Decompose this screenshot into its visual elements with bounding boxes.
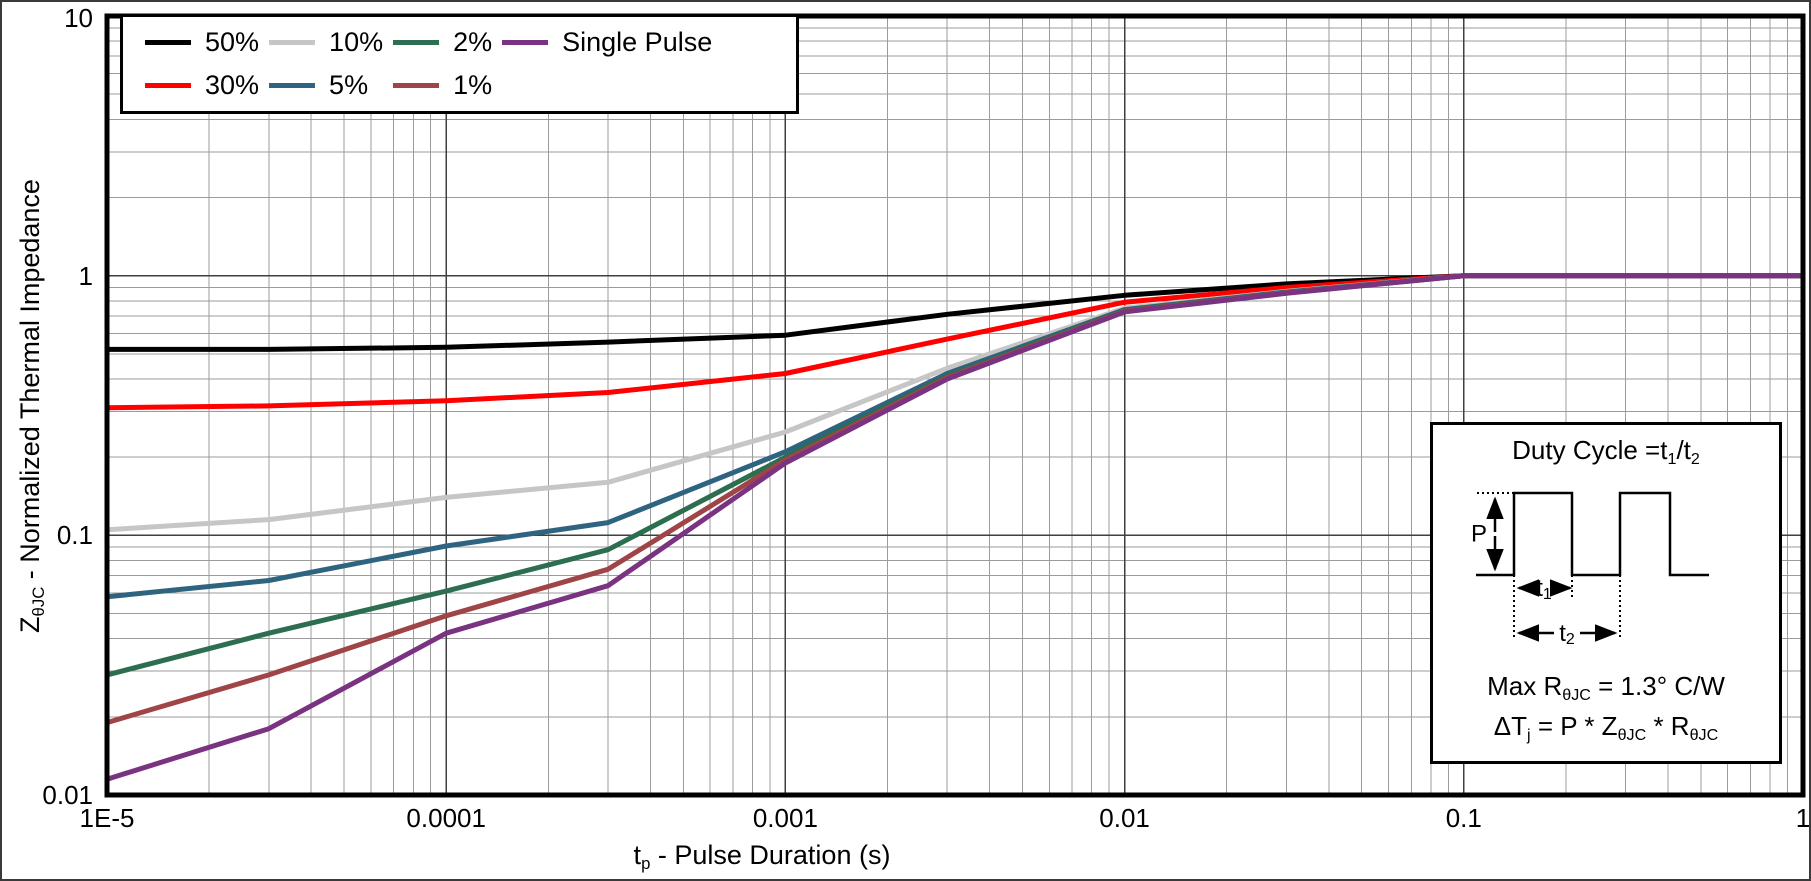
text-run: /t	[1676, 435, 1691, 465]
pulse-train-path	[1476, 491, 1709, 577]
text-run: = P * Z	[1530, 711, 1618, 741]
max-rthjc-formula: Max RθJC = 1.3° C/W	[1433, 671, 1779, 705]
text-run: - Pulse Duration (s)	[650, 840, 891, 870]
legend-line-swatch-sp	[502, 40, 549, 45]
x-tick-label-1E-5: 1E-5	[79, 803, 135, 833]
duty-cycle-inset: Duty Cycle =t1/t2 P t1	[1430, 422, 1782, 764]
pulse-waveform-diagram: P t1 t2	[1471, 491, 1709, 648]
y-axis-title: ZθJC - Normalized Thermal Impedance	[15, 146, 49, 666]
text-run: * R	[1646, 711, 1690, 741]
x-tick-label-0.0001: 0.0001	[406, 803, 486, 833]
x-axis-title: tp - Pulse Duration (s)	[562, 840, 962, 874]
power-label: P	[1471, 521, 1487, 548]
y-tick-label-0.1: 0.1	[56, 520, 93, 551]
legend-label-sp: Single Pulse	[562, 27, 713, 57]
subscript-text: θJC	[29, 586, 49, 617]
legend-label-50pct: 50%	[205, 27, 260, 57]
subscript-text: 2	[1690, 449, 1700, 468]
y-tick-label-0.01: 0.01	[42, 780, 93, 810]
text-run: = 1.3° C/W	[1590, 671, 1725, 701]
legend-item-30pct: 30%	[145, 70, 259, 101]
x-tick-label-0.1: 0.1	[1445, 803, 1482, 833]
legend-line-swatch-1pct	[393, 83, 440, 88]
delta-tj-formula: ΔTj = P * ZθJC * RθJC	[1433, 711, 1779, 745]
legend-label-30pct: 30%	[205, 70, 260, 100]
text-run: t	[633, 840, 642, 870]
text-run: Max R	[1487, 671, 1563, 701]
legend-item-2pct: 2%	[393, 27, 492, 58]
inset-title: Duty Cycle =t1/t2	[1433, 435, 1779, 469]
subscript-text: θJC	[1689, 725, 1719, 744]
y-tick-label-1: 1	[78, 260, 93, 291]
text-run: Z	[14, 616, 45, 633]
text-run: ΔT	[1493, 711, 1528, 741]
curve-sp	[106, 273, 1803, 782]
legend-item-sp: Single Pulse	[502, 27, 790, 58]
legend-label-5pct: 5%	[329, 70, 369, 100]
subscript-text: p	[641, 854, 651, 874]
t2-label: t2	[1559, 620, 1575, 648]
y-tick-label-10: 10	[64, 3, 93, 33]
subscript-text: θJC	[1562, 685, 1591, 704]
legend-item-1pct: 1%	[393, 70, 492, 101]
text-run: - Normalized Thermal Impedance	[14, 179, 45, 587]
subscript-text: θJC	[1617, 725, 1647, 744]
legend-label-10pct: 10%	[329, 27, 384, 57]
legend-label-2pct: 2%	[453, 27, 493, 57]
curve-30pct	[106, 273, 1803, 411]
t1-label: t1	[1536, 575, 1552, 603]
legend-line-swatch-10pct	[269, 40, 316, 45]
x-tick-label-1: 1	[1795, 803, 1811, 833]
legend-label-1pct: 1%	[453, 70, 493, 100]
legend-item-50pct: 50%	[145, 27, 259, 58]
plot-frame	[104, 13, 1806, 798]
legend-line-swatch-2pct	[393, 40, 440, 45]
legend-line-swatch-5pct	[269, 83, 316, 88]
subscript-text: j	[1527, 725, 1531, 744]
legend-line-swatch-30pct	[145, 83, 191, 88]
text-run: Duty Cycle =t	[1512, 435, 1668, 465]
legend: 50% 30% 10% 5% 2% 1% Single Pulse	[120, 14, 799, 114]
subscript-text: 1	[1667, 449, 1677, 468]
x-tick-label-0.01: 0.01	[1099, 803, 1150, 833]
x-tick-label-0.001: 0.001	[752, 803, 818, 833]
legend-line-swatch-50pct	[145, 40, 191, 45]
legend-item-5pct: 5%	[269, 70, 383, 101]
legend-item-10pct: 10%	[269, 27, 383, 58]
